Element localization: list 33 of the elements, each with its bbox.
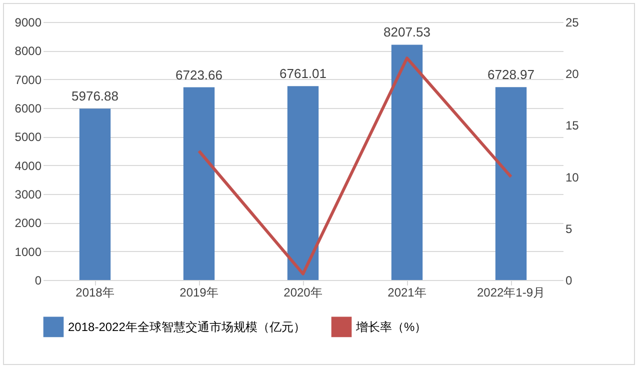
bar [79, 108, 111, 280]
bar [287, 86, 319, 280]
y2-tick-label: 25 [566, 16, 580, 30]
y-tick-label: 7000 [14, 72, 42, 87]
y-tick-label: 4000 [14, 158, 42, 173]
x-tick-label: 2020年 [284, 286, 322, 300]
y2-tick-label: 10 [566, 170, 580, 184]
x-tick-label: 2021年 [388, 286, 426, 300]
y-tick-label: 2000 [14, 216, 42, 230]
bar [495, 87, 527, 280]
y2-tick-label: 5 [566, 222, 572, 236]
x-tick-label: 2018年 [76, 286, 114, 300]
y-tick-label: 5000 [14, 130, 42, 144]
legend-label: 2018-2022年全球智慧交通市场规模（亿元） [68, 320, 306, 334]
x-tick-label: 2022年1-9月 [476, 286, 546, 300]
data-label: 8207.53 [384, 24, 430, 40]
data-label: 6761.01 [280, 66, 326, 82]
y-tick-label: 1000 [14, 244, 42, 259]
y-tick-label: 3000 [14, 188, 42, 202]
x-tick-label: 2019年 [180, 286, 218, 300]
y2-tick-label: 15 [566, 118, 580, 133]
y-tick-label: 9000 [14, 16, 42, 30]
y-tick-label: 0 [34, 274, 42, 288]
legend-label: 增长率（%） [355, 320, 427, 334]
data-label: 5976.88 [72, 88, 118, 104]
y2-tick-label: 20 [566, 67, 580, 82]
bar [183, 87, 215, 280]
y-tick-label: 8000 [14, 44, 42, 58]
y2-tick-label: 0 [566, 274, 572, 288]
y-tick-label: 6000 [14, 102, 42, 116]
data-label: 6728.97 [488, 67, 534, 82]
bar [391, 44, 423, 280]
data-label: 6723.66 [176, 67, 222, 82]
